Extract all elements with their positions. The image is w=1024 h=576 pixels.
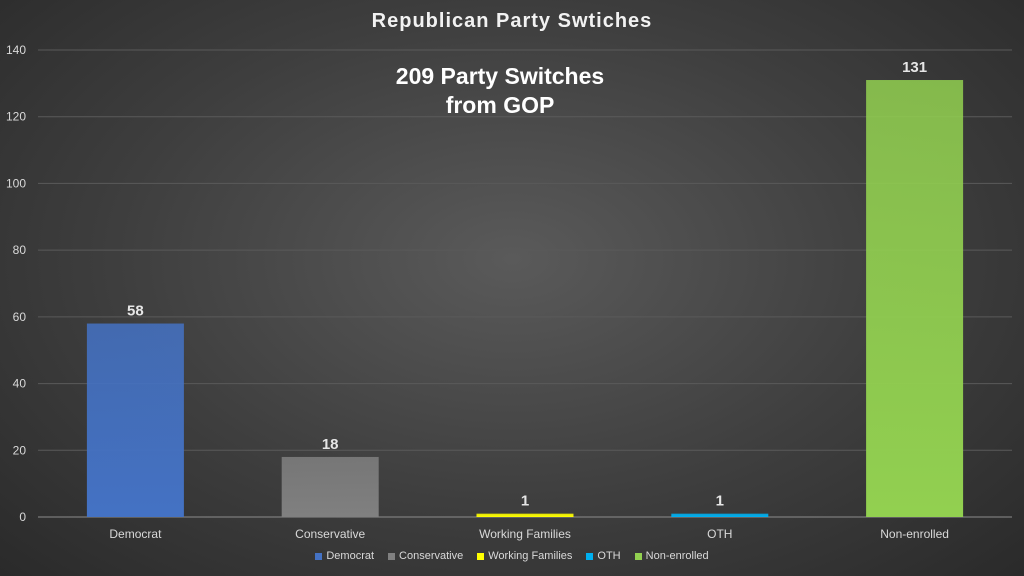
x-tick-label-conservative: Conservative	[295, 527, 365, 541]
legend-item-oth[interactable]: OTH	[586, 550, 621, 562]
data-labels: 58 18 1 1 131	[127, 59, 927, 510]
y-tick-label: 40	[13, 377, 27, 391]
y-tick-label: 80	[13, 243, 27, 257]
legend: Democrat Conservative Working Families OTH N…	[0, 550, 1024, 562]
legend-label: Working Families	[488, 550, 573, 562]
legend-item-working-families[interactable]: Working Families	[477, 550, 572, 562]
annotation-line-2: from GOP	[445, 92, 555, 118]
x-tick-label-working-families: Working Families	[479, 527, 571, 541]
data-label-oth: 1	[716, 493, 724, 510]
legend-label: OTH	[597, 550, 621, 562]
legend-swatch	[586, 552, 594, 560]
data-label-conservative: 18	[322, 436, 339, 453]
y-tick-label: 100	[6, 176, 26, 190]
legend-label: Democrat	[326, 550, 375, 562]
bar-working-families[interactable]	[476, 513, 574, 517]
bar-democrat[interactable]	[86, 323, 184, 517]
data-label-non-enrolled: 131	[902, 59, 927, 76]
legend-swatch	[634, 552, 642, 560]
annotation-line-1: 209 Party Switches	[395, 63, 605, 89]
chart-title: Republican Party Swtiches	[371, 10, 653, 32]
x-tick-label-oth: OTH	[707, 527, 732, 541]
bar-non-enrolled[interactable]	[866, 80, 964, 518]
bar-oth[interactable]	[671, 513, 769, 517]
legend-item-conservative[interactable]: Conservative	[388, 550, 463, 562]
legend-item-non-enrolled[interactable]: Non-enrolled	[634, 550, 709, 562]
x-axis: Democrat Conservative Working Families OTH N…	[109, 527, 949, 541]
y-tick-label: 140	[6, 43, 26, 57]
legend-label: Conservative	[399, 550, 464, 562]
y-tick-label: 60	[13, 310, 27, 324]
y-tick-label: 20	[13, 443, 27, 457]
y-tick-label: 120	[6, 110, 26, 124]
data-label-working-families: 1	[521, 493, 529, 510]
y-tick-label: 0	[19, 510, 26, 524]
chart-annotation: 209 Party Switches from GOP	[0, 62, 1000, 120]
legend-swatch	[315, 552, 323, 560]
legend-label: Non-enrolled	[645, 550, 709, 562]
legend-swatch	[388, 552, 396, 560]
legend-item-democrat[interactable]: Democrat	[315, 550, 374, 562]
gridlines	[38, 49, 1012, 518]
x-tick-label-non-enrolled: Non-enrolled	[880, 527, 949, 541]
data-label-democrat: 58	[127, 303, 144, 320]
x-tick-label-democrat: Democrat	[109, 527, 162, 541]
bar-conservative[interactable]	[281, 456, 379, 517]
y-axis: 0 20 40 60 80 100 120 140	[6, 43, 26, 524]
legend-swatch	[477, 552, 485, 560]
bars	[86, 80, 964, 518]
